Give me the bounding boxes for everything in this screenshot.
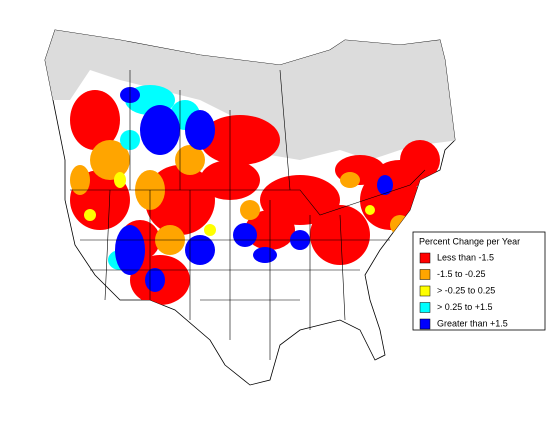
borders <box>70 69 426 360</box>
legend-swatch <box>419 285 431 297</box>
legend-box <box>412 231 546 331</box>
legend-label: -1.5 to -0.25 <box>437 269 486 279</box>
trend-area <box>340 172 360 188</box>
legend-label: > 0.25 to +1.5 <box>437 302 493 312</box>
trend-area <box>377 175 393 195</box>
trend-area <box>310 205 370 265</box>
trend-area <box>390 215 410 235</box>
trend-area <box>84 209 96 221</box>
trend-areas <box>70 85 440 305</box>
legend-swatch <box>419 269 431 280</box>
legend-label: Greater than +1.5 <box>437 318 508 328</box>
trend-area <box>200 115 280 165</box>
state-lines <box>80 69 390 360</box>
trend-area <box>185 110 215 150</box>
legend: Percent Change per Year Less than -1.5 -1… <box>412 231 546 331</box>
legend-title: Percent Change per Year <box>419 236 520 246</box>
legend-swatch <box>419 318 431 330</box>
trend-area <box>185 235 215 265</box>
trend-area <box>140 105 180 155</box>
trend-area <box>240 200 260 220</box>
legend-label: > -0.25 to 0.25 <box>437 285 495 295</box>
trend-area <box>175 145 205 175</box>
legend-items: Less than -1.5 -1.5 to -0.25 > -0.25 to 0.… <box>419 252 508 330</box>
trend-area <box>90 140 130 180</box>
trend-area <box>114 172 126 188</box>
trend-area <box>365 205 375 215</box>
us-canada-border <box>70 169 426 216</box>
legend-label: Less than -1.5 <box>437 252 494 262</box>
legend-swatch <box>419 252 431 264</box>
trend-area <box>204 224 216 236</box>
no-data-region <box>45 30 455 160</box>
trend-area <box>115 225 145 275</box>
trend-area <box>145 268 165 292</box>
trend-area <box>70 90 120 150</box>
trend-area <box>70 165 90 195</box>
trend-area <box>233 223 257 247</box>
legend-swatch <box>419 302 431 313</box>
map-fill <box>45 30 455 305</box>
trend-area <box>253 247 277 263</box>
